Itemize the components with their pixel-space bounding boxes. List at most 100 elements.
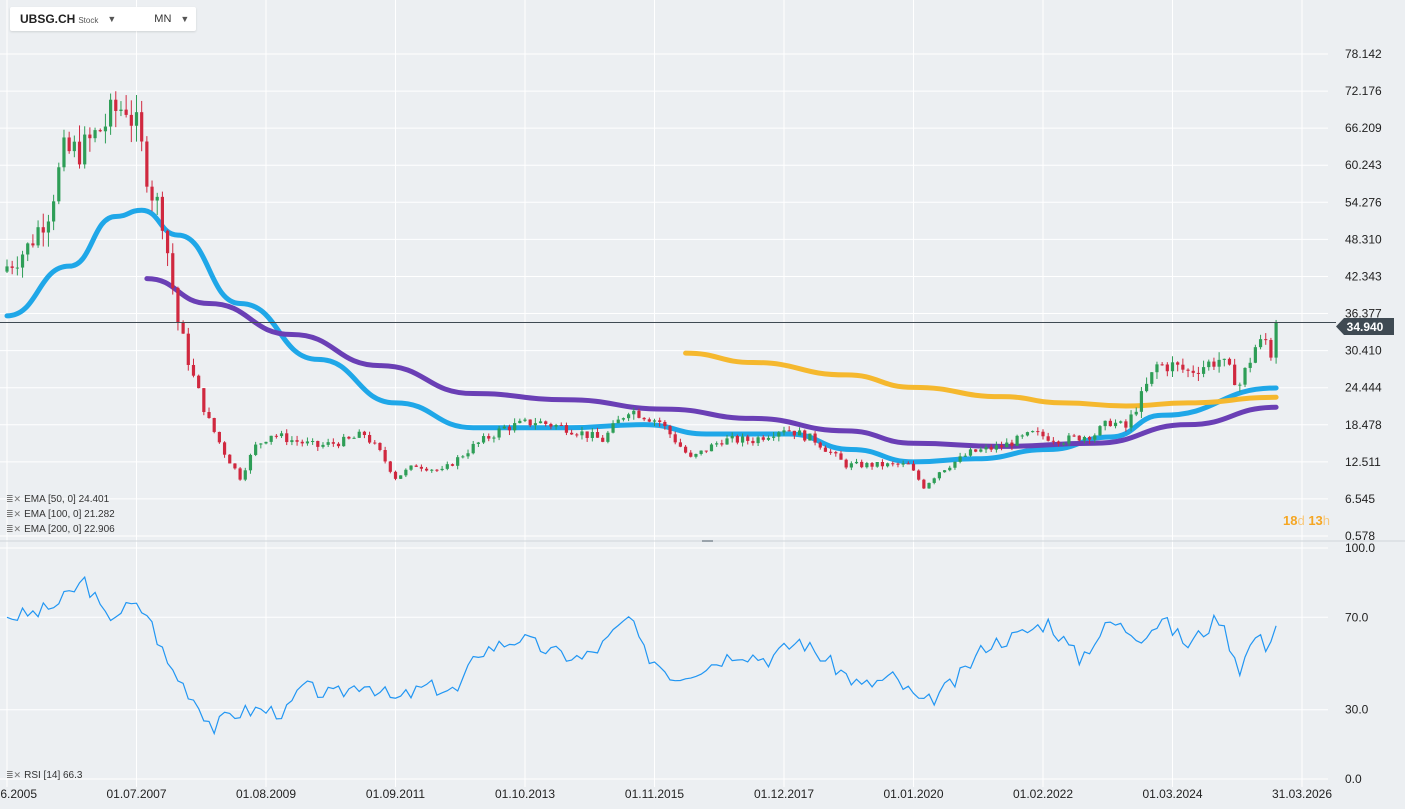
candle <box>1139 387 1144 419</box>
symbol-dropdown-icon[interactable]: ▼ <box>107 14 117 24</box>
candle-body <box>347 436 351 439</box>
candle-body <box>1051 440 1055 442</box>
candle <box>228 454 232 464</box>
instrument-toolbar: UBSG.CH Stock ▼ MN ▼ <box>10 7 196 31</box>
candle-body <box>316 440 320 447</box>
candle-body <box>336 443 341 447</box>
candle <box>1051 437 1055 445</box>
candle <box>756 435 760 446</box>
y-tick-label: 60.243 <box>1345 158 1382 172</box>
candle-body <box>233 463 237 469</box>
candle-body <box>404 469 408 476</box>
candle-body <box>1072 435 1076 437</box>
candle-body <box>93 130 97 139</box>
candle <box>119 101 123 117</box>
candle <box>808 433 812 441</box>
remove-icon[interactable]: ✕ <box>13 509 22 519</box>
candle-body <box>1227 358 1232 365</box>
candle-body <box>911 463 916 471</box>
axes: 01.06.2005 01.07.2007 01.08.2009 01.09.2011… <box>0 47 1405 801</box>
settings-icon[interactable]: ≣ <box>6 770 13 780</box>
candle <box>720 439 724 447</box>
candle-body <box>1191 370 1195 373</box>
candle-body <box>880 462 885 467</box>
candle <box>979 446 983 453</box>
candle-body <box>803 430 807 441</box>
candle <box>590 428 594 442</box>
candle <box>419 464 423 472</box>
settings-icon[interactable]: ≣ <box>6 524 13 534</box>
candle-body <box>186 333 190 365</box>
candle-body <box>15 267 19 269</box>
candle-body <box>362 431 367 436</box>
candle-body <box>797 430 802 436</box>
candle <box>839 450 843 460</box>
candle-body <box>383 450 387 462</box>
candle-body <box>98 130 102 132</box>
symbol-name[interactable]: UBSG.CH <box>20 12 76 26</box>
candle <box>927 482 931 489</box>
candle-body <box>709 444 714 452</box>
candle-body <box>761 437 765 440</box>
remove-icon[interactable]: ✕ <box>13 770 22 780</box>
candle-body <box>549 423 553 427</box>
candle <box>844 458 848 470</box>
candle-body <box>984 447 988 450</box>
candle-body <box>129 114 133 126</box>
timeframe-selector[interactable]: MN <box>154 13 172 25</box>
legend-rsi: ≣ ✕ RSI [14] 66.3 <box>6 770 82 781</box>
candle <box>481 433 486 445</box>
current-price-value: 34.940 <box>1346 319 1384 334</box>
candle <box>849 461 853 471</box>
candle <box>668 424 672 438</box>
candle-body <box>487 436 491 439</box>
candle-body <box>300 441 304 444</box>
candle <box>1274 319 1278 364</box>
candle <box>347 436 351 440</box>
candle-body <box>1031 431 1035 433</box>
candle-body <box>616 419 620 424</box>
candle <box>528 419 532 428</box>
candle <box>709 443 714 452</box>
remove-icon[interactable]: ✕ <box>13 524 22 534</box>
candle-body <box>751 440 755 444</box>
candle-body <box>678 442 682 447</box>
candle <box>797 427 802 436</box>
candle <box>544 420 548 427</box>
candle-body <box>937 472 941 479</box>
candle-body <box>953 461 957 468</box>
timeframe-dropdown-icon[interactable]: ▼ <box>180 14 190 24</box>
candle <box>331 438 335 447</box>
candle-body <box>766 437 771 440</box>
candle-body <box>140 112 144 142</box>
candle-body <box>393 471 398 479</box>
candle-body <box>927 482 931 489</box>
candle <box>217 431 221 444</box>
candle <box>124 95 128 118</box>
candle-body <box>518 420 522 424</box>
candle <box>1062 442 1066 446</box>
candle-body <box>917 470 921 480</box>
candle-body <box>1269 339 1273 358</box>
candle-body <box>875 462 879 467</box>
candle <box>373 440 377 445</box>
candle-body <box>829 451 833 453</box>
candle <box>875 461 879 468</box>
remove-icon[interactable]: ✕ <box>13 494 22 504</box>
settings-icon[interactable]: ≣ <box>6 494 13 504</box>
candle <box>1176 361 1180 372</box>
candle-body <box>1139 391 1144 412</box>
candle-body <box>652 420 657 422</box>
candle <box>1165 362 1169 377</box>
candle-body <box>461 456 465 458</box>
candle <box>865 461 869 469</box>
candle-body <box>103 126 108 132</box>
candle-body <box>901 463 905 465</box>
candle-body <box>88 134 92 139</box>
settings-icon[interactable]: ≣ <box>6 509 13 519</box>
candle <box>1031 430 1035 433</box>
candle-body <box>1025 432 1030 436</box>
candle <box>1160 362 1164 366</box>
candle <box>580 426 584 440</box>
